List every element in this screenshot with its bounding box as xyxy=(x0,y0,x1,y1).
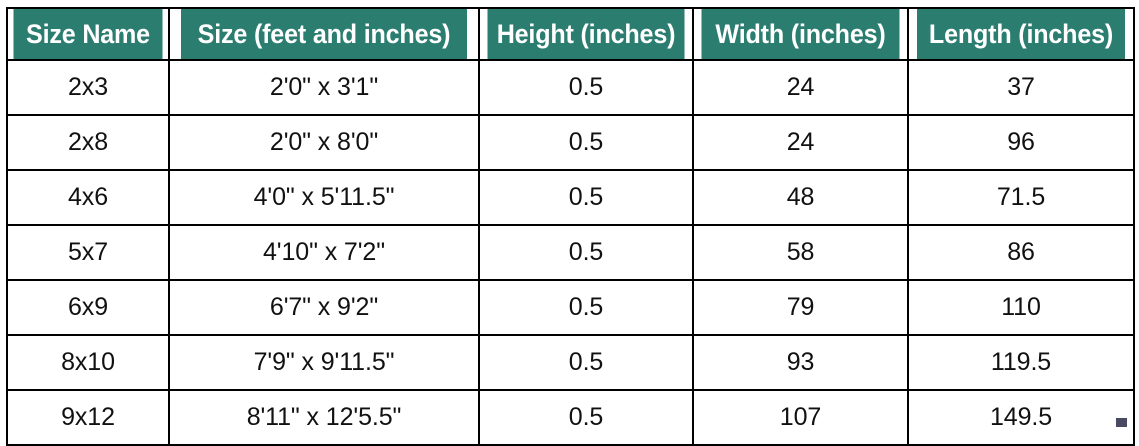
table-row: 9x12 8'11" x 12'5.5" 0.5 107 149.5 xyxy=(6,389,1135,446)
cell-size-name: 5x7 xyxy=(6,224,170,281)
column-header-size-name: Size Name xyxy=(11,7,165,61)
column-header-size-feet-inches: Size (feet and inches) xyxy=(178,7,470,61)
cell-size-name: 9x12 xyxy=(6,389,170,446)
cell-length: 86 xyxy=(907,224,1135,281)
cell-size-name: 2x3 xyxy=(6,59,170,116)
cell-size-feet-inches: 2'0" x 3'1" xyxy=(168,59,480,116)
cell-size-feet-inches: 7'9" x 9'11.5" xyxy=(168,334,480,391)
table-header-row: Size Name Size (feet and inches) Height … xyxy=(7,7,1134,61)
cell-height: 0.5 xyxy=(478,114,694,171)
cell-length: 96 xyxy=(907,114,1135,171)
size-table-container: Size Name Size (feet and inches) Height … xyxy=(6,7,1135,446)
cell-width: 58 xyxy=(692,224,909,281)
table-row: 2x8 2'0" x 8'0" 0.5 24 96 xyxy=(6,114,1135,171)
cell-width: 79 xyxy=(692,279,909,336)
cell-size-feet-inches: 2'0" x 8'0" xyxy=(168,114,480,171)
corner-artifact xyxy=(1116,418,1127,427)
cell-size-name: 6x9 xyxy=(6,279,170,336)
cell-width: 24 xyxy=(692,59,909,116)
cell-height: 0.5 xyxy=(478,279,694,336)
cell-length: 149.5 xyxy=(907,389,1135,446)
cell-length: 110 xyxy=(907,279,1135,336)
cell-height: 0.5 xyxy=(478,334,694,391)
column-header-length: Length (inches) xyxy=(914,7,1128,61)
cell-size-feet-inches: 4'10" x 7'2" xyxy=(168,224,480,281)
cell-length: 71.5 xyxy=(907,169,1135,226)
cell-size-name: 2x8 xyxy=(6,114,170,171)
table-row: 4x6 4'0" x 5'11.5" 0.5 48 71.5 xyxy=(6,169,1135,226)
cell-height: 0.5 xyxy=(478,169,694,226)
cell-size-feet-inches: 4'0" x 5'11.5" xyxy=(168,169,480,226)
cell-width: 107 xyxy=(692,389,909,446)
cell-width: 48 xyxy=(692,169,909,226)
cell-width: 24 xyxy=(692,114,909,171)
cell-size-name: 4x6 xyxy=(6,169,170,226)
cell-length: 37 xyxy=(907,59,1135,116)
cell-size-name: 8x10 xyxy=(6,334,170,391)
cell-size-feet-inches: 6'7" x 9'2" xyxy=(168,279,480,336)
table-row: 5x7 4'10" x 7'2" 0.5 58 86 xyxy=(6,224,1135,281)
table-header: Size Name Size (feet and inches) Height … xyxy=(7,7,1134,61)
cell-length: 119.5 xyxy=(907,334,1135,391)
cell-height: 0.5 xyxy=(478,59,694,116)
table-row: 6x9 6'7" x 9'2" 0.5 79 110 xyxy=(6,279,1135,336)
cell-height: 0.5 xyxy=(478,389,694,446)
column-header-width: Width (inches) xyxy=(699,7,902,61)
cell-height: 0.5 xyxy=(478,224,694,281)
size-table: Size Name Size (feet and inches) Height … xyxy=(6,7,1135,446)
table-body: 2x3 2'0" x 3'1" 0.5 24 37 2x8 2'0" x 8'0… xyxy=(6,59,1135,446)
cell-width: 93 xyxy=(692,334,909,391)
cell-size-feet-inches: 8'11" x 12'5.5" xyxy=(168,389,480,446)
column-header-height: Height (inches) xyxy=(485,7,687,61)
table-row: 8x10 7'9" x 9'11.5" 0.5 93 119.5 xyxy=(6,334,1135,391)
table-row: 2x3 2'0" x 3'1" 0.5 24 37 xyxy=(6,59,1135,116)
